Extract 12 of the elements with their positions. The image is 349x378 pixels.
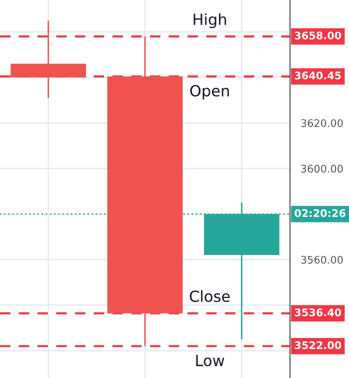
ref-line-label: 3658.00 <box>294 32 342 40</box>
ref-line-label: 3522.00 <box>294 341 342 350</box>
y-tick-label: 3600.00 <box>301 164 343 173</box>
annotation: High <box>194 13 226 28</box>
ref-line-label: 3536.40 <box>294 308 342 316</box>
y-tick-label: 3620.00 <box>301 119 343 128</box>
ref-line-label: 3640.45 <box>294 72 341 80</box>
text: 02:20:26 <box>294 209 346 218</box>
y-tick-label: 3560.00 <box>301 256 343 264</box>
annotation: Open <box>190 85 229 100</box>
annotation: Close <box>190 290 230 302</box>
annotation: Low <box>196 354 224 366</box>
